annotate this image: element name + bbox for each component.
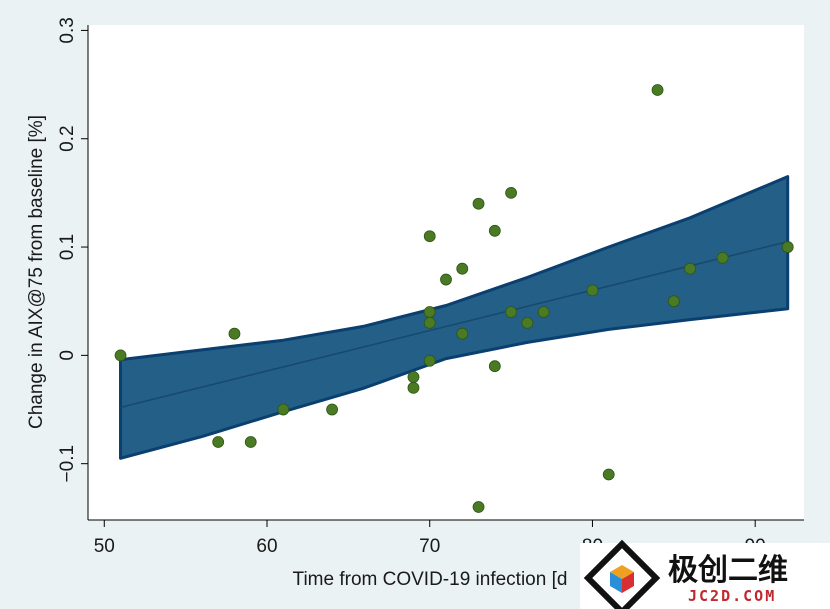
watermark-text-cn: 极创二维: [668, 553, 788, 588]
fit-line: [120, 240, 788, 409]
y-ticks: −0.1 0 0.1 0.2 0.3: [57, 17, 88, 482]
data-point: [472, 197, 485, 210]
data-point: [472, 501, 485, 513]
data-point: [423, 230, 436, 243]
data-point: [651, 84, 664, 96]
data-point: [407, 371, 420, 383]
x-tick-label: 50: [94, 536, 115, 557]
data-point: [586, 284, 599, 297]
data-point: [440, 273, 452, 286]
data-point: [423, 354, 436, 367]
data-point: [244, 436, 257, 448]
watermark-text-en: JC2D.COM: [688, 587, 776, 605]
data-point: [423, 316, 436, 329]
y-tick-label: 0.2: [57, 125, 78, 151]
data-point: [228, 327, 241, 340]
data-point: [488, 224, 501, 237]
y-axis-title: Change in AIX@75 from baseline [%]: [26, 115, 47, 429]
data-point: [684, 262, 696, 275]
data-point: [716, 251, 729, 264]
data-point: [521, 316, 534, 329]
data-point: [602, 468, 615, 481]
axes: [87, 25, 804, 521]
data-point: [407, 381, 420, 394]
x-tick-label: 70: [419, 536, 440, 557]
x-axis-title: Time from COVID-19 infection [d: [293, 569, 568, 590]
data-point: [781, 241, 794, 253]
cube-logo-icon: [583, 539, 661, 609]
x-tick-label: 60: [256, 536, 277, 557]
data-point: [114, 349, 127, 362]
watermark: 极创二维 JC2D.COM: [580, 539, 830, 609]
y-tick-label: −0.1: [57, 445, 78, 483]
data-point: [277, 403, 290, 416]
data-point: [505, 186, 517, 199]
y-tick-label: 0.1: [57, 234, 78, 260]
data-point: [505, 306, 517, 318]
y-tick-label: 0: [57, 350, 78, 361]
fit-line-layer: [120, 240, 788, 409]
y-tick-label: 0.3: [57, 17, 78, 43]
data-point: [456, 327, 469, 340]
data-point: [667, 295, 680, 308]
data-point: [456, 262, 469, 275]
data-point: [326, 403, 338, 416]
scatter-points-layer: [114, 84, 794, 513]
data-point: [212, 436, 225, 448]
data-point: [423, 306, 436, 318]
data-point: [537, 306, 550, 318]
data-point: [488, 360, 501, 373]
